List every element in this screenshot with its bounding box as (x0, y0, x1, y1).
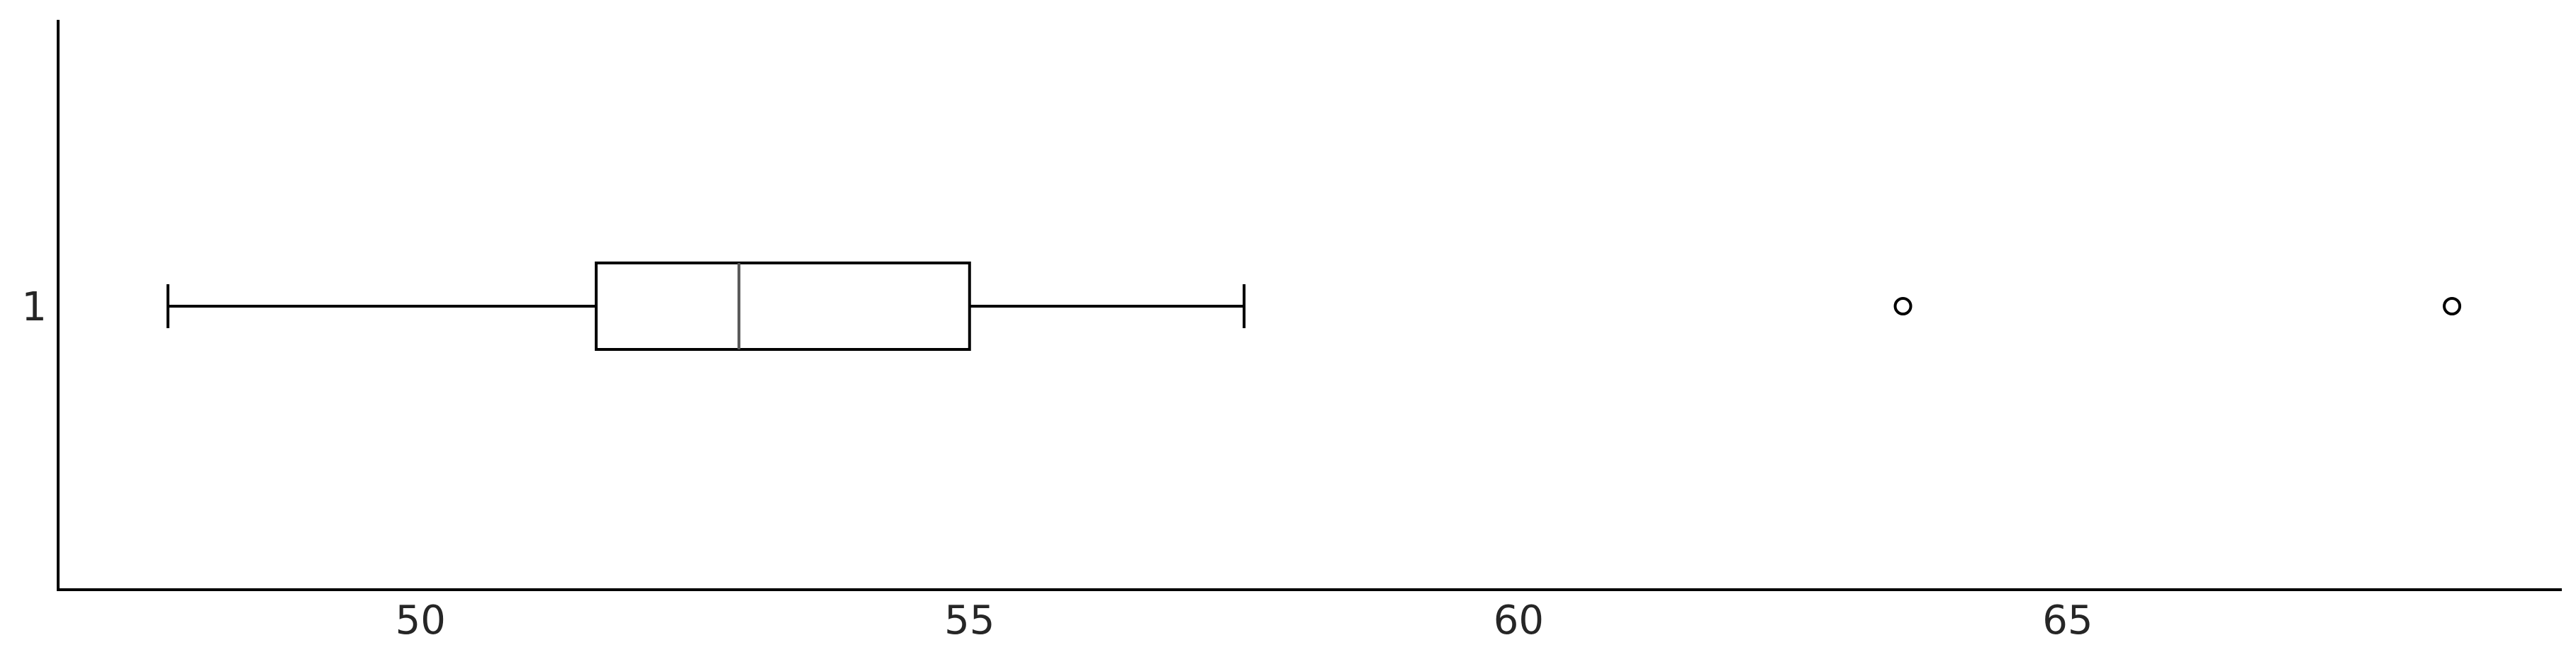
x-tick-label: 65 (2042, 598, 2093, 644)
outlier-point (2443, 297, 2462, 315)
x-tick-label: 55 (944, 598, 995, 644)
tick-labels: 50 55 60 65 1 (21, 284, 2093, 644)
iqr-box (595, 262, 971, 351)
x-tick-label: 60 (1494, 598, 1544, 644)
outlier-point (1893, 297, 1913, 315)
y-tick-label: 1 (21, 284, 47, 330)
x-tick-label: 50 (396, 598, 446, 644)
axes (57, 20, 2562, 591)
plot-marks (166, 262, 2462, 351)
